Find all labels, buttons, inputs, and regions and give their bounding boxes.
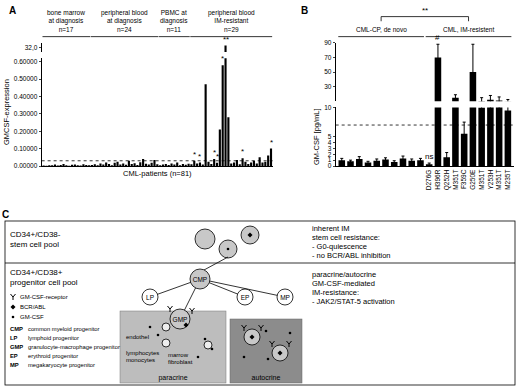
svg-text:peripheral bloodat diagnosisn=: peripheral bloodat diagnosisn=24 <box>101 9 148 33</box>
svg-text:*: * <box>216 152 219 161</box>
svg-text:LP: LP <box>146 294 154 301</box>
svg-text:fibroblast: fibroblast <box>168 359 193 365</box>
svg-text:*: * <box>198 152 201 161</box>
svg-text:GM-CSF-receptor: GM-CSF-receptor <box>20 294 68 300</box>
svg-text:32,0: 32,0 <box>25 44 38 51</box>
svg-text:GMP: GMP <box>10 344 23 350</box>
svg-text:EP: EP <box>241 294 250 301</box>
svg-text:**: ** <box>223 35 229 44</box>
svg-text:bone marrowat diagnosisn=17: bone marrowat diagnosisn=17 <box>47 9 85 33</box>
svg-text:D276G: D276G <box>425 170 432 191</box>
svg-text:3: 3 <box>328 145 332 152</box>
svg-text:lymphocytes: lymphocytes <box>126 350 159 356</box>
svg-text:M351T: M351T <box>495 170 502 190</box>
svg-text:CML-patients (n=81): CML-patients (n=81) <box>123 169 192 178</box>
svg-text:monocytes: monocytes <box>126 357 155 363</box>
svg-text:*: * <box>193 150 196 159</box>
svg-text:50: 50 <box>324 68 332 75</box>
svg-text:CMP: CMP <box>10 326 23 332</box>
svg-text:B: B <box>301 5 308 16</box>
svg-text:inherent IM: inherent IM <box>312 224 350 233</box>
svg-text:90: 90 <box>324 39 332 46</box>
svg-text:30: 30 <box>324 83 332 90</box>
svg-text:H396R: H396R <box>434 169 441 190</box>
svg-text:2: 2 <box>328 151 332 158</box>
svg-text:stem cell pool: stem cell pool <box>10 240 59 249</box>
svg-text:MP: MP <box>280 294 290 301</box>
svg-text:1: 1 <box>328 156 332 163</box>
svg-text:paracrine: paracrine <box>158 374 187 382</box>
svg-text:IM-resistance:: IM-resistance: <box>312 288 359 297</box>
svg-text:- G0-quiescence: - G0-quiescence <box>312 242 367 251</box>
svg-text:- no BCR/ABL inhibition: - no BCR/ABL inhibition <box>312 251 391 260</box>
svg-text:M235T: M235T <box>504 170 511 190</box>
svg-text:*: * <box>241 147 244 156</box>
svg-text:G250E: G250E <box>469 169 476 190</box>
svg-text:progenitor cell pool: progenitor cell pool <box>10 278 78 287</box>
svg-text:*: * <box>213 148 216 157</box>
svg-text:EP: EP <box>10 353 18 359</box>
svg-text:*: * <box>270 138 273 147</box>
svg-text:autocrine: autocrine <box>252 374 281 381</box>
svg-text:70: 70 <box>324 54 332 61</box>
svg-text:PBMC atdiagnosisn=11: PBMC atdiagnosisn=11 <box>160 9 188 33</box>
svg-text:**: ** <box>422 6 428 15</box>
svg-text:0.10000: 0.10000 <box>14 145 38 152</box>
svg-text:A: A <box>9 5 16 16</box>
svg-text:M351T: M351T <box>452 170 459 190</box>
svg-text:GM-CSF: GM-CSF <box>20 314 44 320</box>
svg-text:GMP: GMP <box>173 316 188 323</box>
svg-text:megakaryocyte progenitor: megakaryocyte progenitor <box>28 362 95 368</box>
svg-text:C: C <box>2 209 9 220</box>
svg-text:0: 0 <box>328 162 332 169</box>
svg-text:Y253H: Y253H <box>487 169 494 189</box>
svg-text:GM-CSF-mediated: GM-CSF-mediated <box>312 279 375 288</box>
svg-text:0.40000: 0.40000 <box>14 93 38 100</box>
svg-text:4: 4 <box>328 139 332 146</box>
svg-text:5: 5 <box>328 133 332 140</box>
svg-text:0.60000: 0.60000 <box>14 58 38 65</box>
svg-text:peripheral bloodIM-resistantn=: peripheral bloodIM-resistantn=29 <box>208 9 255 33</box>
svg-text:GM-CSF [pg/mL]: GM-CSF [pg/mL] <box>312 108 321 165</box>
svg-text:lymphoid progenitor: lymphoid progenitor <box>28 335 79 341</box>
svg-text:endothel: endothel <box>126 334 149 340</box>
svg-text:erythroid progenitor: erythroid progenitor <box>28 353 78 359</box>
svg-text:CML-CP, de novo: CML-CP, de novo <box>356 26 407 33</box>
svg-text:LP: LP <box>10 335 18 341</box>
svg-text:M351T: M351T <box>478 170 485 190</box>
svg-text:GMCSF-expression: GMCSF-expression <box>2 79 11 145</box>
svg-text:0.50000: 0.50000 <box>14 75 38 82</box>
svg-text:0.00000: 0.00000 <box>14 162 38 169</box>
svg-text:stem cell resistance:: stem cell resistance: <box>312 233 380 242</box>
svg-text:CD34+/CD38-: CD34+/CD38- <box>10 230 61 239</box>
svg-text:granulocyte-macrophage progeni: granulocyte-macrophage progenitor <box>28 344 120 350</box>
svg-text:BCR/ABL: BCR/ABL <box>20 304 46 310</box>
svg-text:#: # <box>435 33 440 42</box>
svg-text:ns: ns <box>425 152 433 161</box>
svg-text:common myeloid progenitor: common myeloid progenitor <box>28 326 100 332</box>
svg-text:Q252H: Q252H <box>443 169 451 190</box>
svg-text:paracrine/autocrine: paracrine/autocrine <box>312 270 376 279</box>
svg-text:0.20000: 0.20000 <box>14 128 38 135</box>
svg-text:10: 10 <box>324 104 332 111</box>
svg-text:CML, IM-resistent: CML, IM-resistent <box>443 26 494 33</box>
svg-text:MP: MP <box>10 362 19 368</box>
svg-text:CD34+/CD38+: CD34+/CD38+ <box>10 268 63 277</box>
svg-text:CMP: CMP <box>193 276 207 283</box>
svg-text:- JAK2/STAT-5 activation: - JAK2/STAT-5 activation <box>312 297 395 306</box>
svg-text:0.30000: 0.30000 <box>14 110 38 117</box>
svg-text:marrow: marrow <box>168 352 189 358</box>
svg-text:F359C: F359C <box>460 169 467 189</box>
svg-text:*: * <box>221 54 224 63</box>
